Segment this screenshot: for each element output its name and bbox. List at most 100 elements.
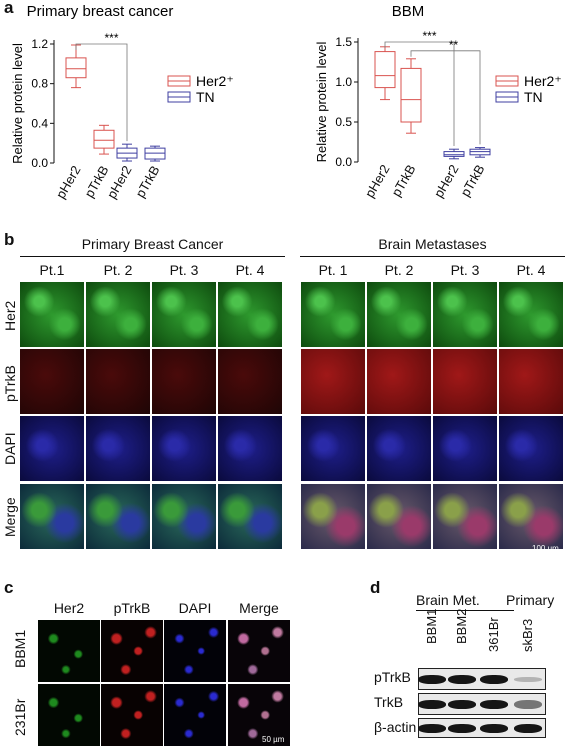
band-ptrkb-bbm2: [448, 674, 476, 684]
box-iqr: [65, 57, 87, 79]
band-actin-bbm1: [418, 723, 446, 733]
lane-label-bbm1: BBM1: [424, 608, 439, 644]
box-her2-pher2: [65, 44, 87, 89]
box-tn-pher2: [443, 148, 465, 160]
band-trkb-bbm1: [418, 699, 446, 709]
blot-row-label-ptrkb: pTrkB: [374, 669, 411, 685]
cell-image-231br-merge: [228, 684, 290, 746]
group-brain-metastases: Brain Metastases: [378, 236, 487, 252]
significance-label: ***: [104, 31, 118, 45]
micrograph-ptrkb-metastases-4: [499, 349, 563, 414]
column-header-metastases-pt-4: Pt. 4: [516, 262, 546, 278]
lane-label-361br: 361Br: [486, 616, 501, 652]
significance-label: ***: [422, 29, 436, 43]
lane-label-bbm2: BBM2: [454, 608, 469, 644]
group-primary: Primary: [506, 592, 555, 608]
micrograph-her2-metastases-3: [433, 282, 497, 347]
box-her2-pher2: [374, 46, 396, 101]
cell-image-231br-her2: [38, 684, 100, 746]
micrograph-merge-primary-1: [20, 484, 84, 549]
cell-image-bbm1-merge: [228, 620, 290, 682]
group-brain-met: Brain Met.: [416, 592, 480, 608]
micrograph-ptrkb-primary-3: [152, 349, 216, 414]
micrograph-her2-primary-3: [152, 282, 216, 347]
band-ptrkb-bbm1: [418, 674, 446, 684]
column-header-primary-pt-4: Pt. 4: [235, 262, 265, 278]
box-tn-ptrkb: [144, 145, 166, 162]
band-trkb-361br: [480, 699, 508, 709]
x-category-label: pHer2: [362, 162, 393, 200]
y-tick-label: 1.0: [335, 75, 352, 89]
micrograph-merge-primary-2: [86, 484, 150, 549]
micrograph-her2-metastases-2: [367, 282, 431, 347]
micrograph-merge-metastases-3: [433, 484, 497, 549]
y-axis-label: Relative protein level: [314, 42, 329, 163]
micrograph-merge-metastases-4: [499, 484, 563, 549]
column-header-metastases-pt-1: Pt. 1: [318, 262, 348, 278]
micrograph-dapi-primary-2: [86, 416, 150, 481]
legend-label-her2: Her2⁺: [524, 73, 562, 89]
legend-label-her2: Her2⁺: [196, 73, 234, 89]
y-tick-label: 1.2: [31, 37, 48, 51]
micrograph-her2-primary-4: [218, 282, 282, 347]
y-tick-label: 0.0: [31, 156, 48, 170]
micrograph-merge-primary-3: [152, 484, 216, 549]
c-column-header-her2: Her2: [53, 600, 85, 616]
blot-row-label-trkb: TrkB: [374, 694, 404, 710]
panel-c-letter: c: [4, 578, 14, 597]
group-primary-divider: [20, 256, 285, 257]
c-row-label-231br: 231Br: [12, 698, 28, 737]
group-brain-met-divider: [416, 610, 514, 611]
band-actin-bbm2: [448, 723, 476, 733]
blot-row-label-actin: β-actin: [374, 719, 417, 735]
box-iqr: [443, 151, 465, 157]
chart-bbm: BBM Relative protein level 0.0 0.5 1.0 1.5 pHe…: [314, 3, 562, 200]
cell-image-bbm1-ptrkb: [101, 620, 163, 682]
micrograph-dapi-primary-4: [218, 416, 282, 481]
chart-primary-breast-cancer: Primary breast cancer Relative protein le…: [10, 3, 234, 201]
c-column-header-merge: Merge: [239, 600, 279, 616]
cell-image-bbm1-her2: [38, 620, 100, 682]
band-actin-skbr3: [514, 723, 542, 733]
column-header-metastases-pt-3: Pt. 3: [450, 262, 480, 278]
y-tick-label: 1.5: [335, 35, 352, 49]
micrograph-ptrkb-metastases-3: [433, 349, 497, 414]
x-category-label: pHer2: [53, 163, 84, 201]
x-category-label: pTrkB: [458, 162, 488, 199]
cell-image-231br-dapi: [164, 684, 226, 746]
micrograph-dapi-metastases-3: [433, 416, 497, 481]
micrograph-dapi-metastases-2: [367, 416, 431, 481]
micrograph-ptrkb-primary-2: [86, 349, 150, 414]
box-iqr: [400, 67, 422, 123]
band-ptrkb-skbr3: [514, 676, 542, 682]
row-label-merge: Merge: [2, 496, 18, 537]
column-header-primary-pt-2: Pt. 2: [103, 262, 133, 278]
legend-label-tn: TN: [524, 89, 543, 105]
micrograph-her2-metastases-1: [301, 282, 365, 347]
micrograph-dapi-primary-1: [20, 416, 84, 481]
box-iqr: [93, 129, 115, 149]
scale-bar-label: 100 µm: [532, 544, 559, 553]
y-axis-label: Relative protein level: [10, 43, 25, 164]
chart-title: BBM: [392, 3, 425, 20]
x-category-label: pTrkB: [389, 162, 419, 199]
group-metastases-divider: [300, 256, 565, 257]
band-trkb-skbr3: [514, 699, 542, 709]
column-header-primary-pt-3: Pt. 3: [169, 262, 199, 278]
micrograph-ptrkb-primary-4: [218, 349, 282, 414]
row-label-ptrkb: pTrkB: [2, 364, 18, 402]
c-row-label-bbm1: BBM1: [12, 629, 28, 668]
significance-bracket: ***: [384, 29, 455, 146]
chart-title: Primary breast cancer: [27, 3, 174, 20]
panel-a-letter: a: [4, 0, 14, 17]
box-tn-ptrkb: [469, 147, 491, 158]
row-label-dapi: DAPI: [2, 431, 18, 465]
column-header-primary-pt-1: Pt.1: [39, 262, 65, 278]
micrograph-her2-metastases-4: [499, 282, 563, 347]
micrograph-her2-primary-2: [86, 282, 150, 347]
micrograph-her2-primary-1: [20, 282, 84, 347]
y-tick-label: 0.8: [31, 77, 48, 91]
box-iqr: [374, 51, 396, 89]
band-actin-361br: [480, 723, 508, 733]
micrograph-ptrkb-metastases-2: [367, 349, 431, 414]
